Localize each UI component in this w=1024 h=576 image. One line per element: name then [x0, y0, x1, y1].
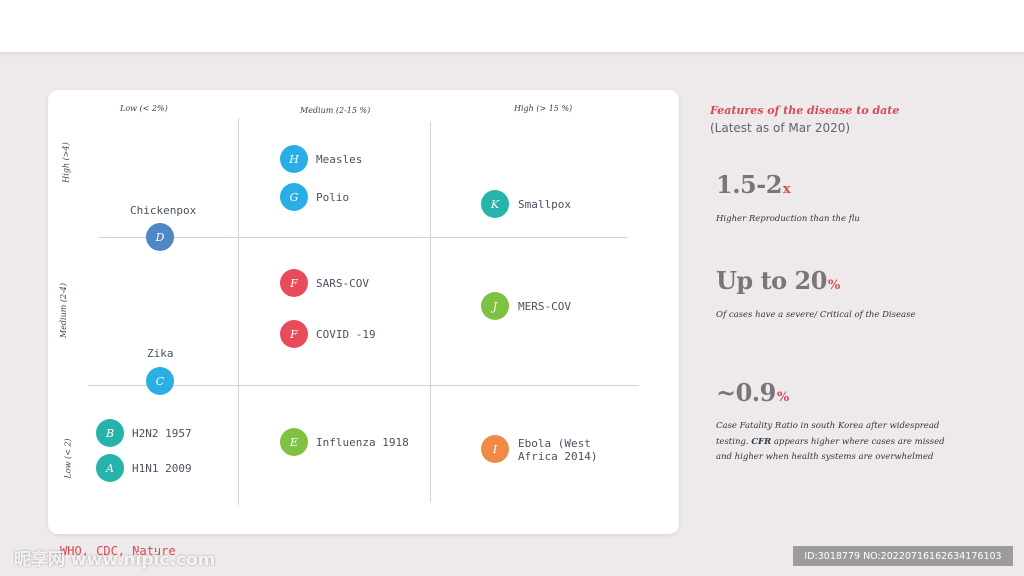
stat-severe-desc: Of cases have a severe/ Critical of the … [716, 310, 916, 320]
disease-marker-b: B [96, 419, 124, 447]
row-label-low: Low (< 2) [63, 438, 73, 479]
stat-cfr-value: ~0.9 [716, 378, 776, 407]
disease-marker-e: E [280, 428, 308, 456]
stat-cfr-desc-a: Case Fatality Ratio in south Korea after… [716, 421, 940, 447]
watermark-right: ID:3018779 NO:20220716162634176103 [793, 546, 1013, 566]
disease-marker-h: H [280, 145, 308, 173]
risk-matrix-card: Low (< 2%) Medium (2-15 %) High (> 15 %)… [48, 90, 679, 534]
column-label-medium: Medium (2-15 %) [300, 106, 371, 115]
stat-reproduction-suffix: x [782, 182, 791, 197]
stat-severe-suffix: % [827, 278, 840, 293]
disease-label-sars-cov: SARS-COV [316, 277, 369, 290]
disease-marker-f-sars: F [280, 269, 308, 297]
disease-marker-d: D [146, 223, 174, 251]
disease-label-measles: Measles [316, 153, 363, 166]
stat-reproduction-desc: Higher Reproduction than the flu [716, 214, 860, 224]
column-label-high: High (> 15 %) [514, 104, 573, 113]
disease-marker-j: J [481, 292, 509, 320]
panel-title: Features of the disease to date [710, 104, 900, 117]
disease-label-zika: Zika [147, 347, 174, 360]
disease-marker-f-covid: F [280, 320, 308, 348]
disease-label-smallpox: Smallpox [518, 198, 571, 211]
disease-marker-c: C [146, 367, 174, 395]
grid-line-horizontal-1 [99, 237, 627, 238]
disease-label-ebola: Ebola (West Africa 2014) [518, 437, 598, 463]
stat-severe: Up to 20% [716, 266, 840, 295]
disease-label-h2n2: H2N2 1957 [132, 427, 192, 440]
stat-cfr-desc-b: CFR [751, 436, 772, 447]
column-label-low: Low (< 2%) [120, 104, 168, 113]
disease-marker-k: K [481, 190, 509, 218]
disease-label-chickenpox: Chickenpox [130, 204, 197, 217]
watermark-left: 昵享网 www.nipic.com [14, 550, 216, 570]
disease-label-covid-19: COVID -19 [316, 328, 376, 341]
row-label-high: High (>4) [61, 142, 71, 183]
top-bar-shadow [0, 52, 1024, 58]
stat-reproduction-value: 1.5-2 [716, 170, 782, 199]
disease-marker-i: I [481, 435, 509, 463]
panel-subtitle: (Latest as of Mar 2020) [710, 121, 851, 135]
disease-marker-g: G [280, 183, 308, 211]
row-label-medium: Medium (2-4) [59, 282, 69, 339]
grid-line-vertical-2 [430, 122, 431, 502]
stat-cfr: ~0.9% [716, 378, 789, 407]
disease-label-mers-cov: MERS-COV [518, 300, 571, 313]
disease-label-polio: Polio [316, 191, 350, 204]
grid-line-vertical-1 [238, 118, 239, 505]
stat-reproduction: 1.5-2x [716, 170, 791, 199]
stat-cfr-suffix: % [776, 390, 789, 405]
disease-marker-a: A [96, 454, 124, 482]
top-bar [0, 0, 1024, 52]
disease-label-h1n1: H1N1 2009 [132, 462, 192, 475]
stat-cfr-desc-c: appears higher where cases are missed an… [716, 436, 945, 463]
source-note: WHO, CDC, Nature [60, 544, 176, 558]
stat-cfr-desc: Case Fatality Ratio in south Korea after… [716, 419, 946, 466]
grid-line-horizontal-2 [88, 385, 639, 386]
disease-label-influenza-1918: Influenza 1918 [316, 436, 409, 449]
stat-severe-value: Up to 20 [716, 266, 827, 295]
